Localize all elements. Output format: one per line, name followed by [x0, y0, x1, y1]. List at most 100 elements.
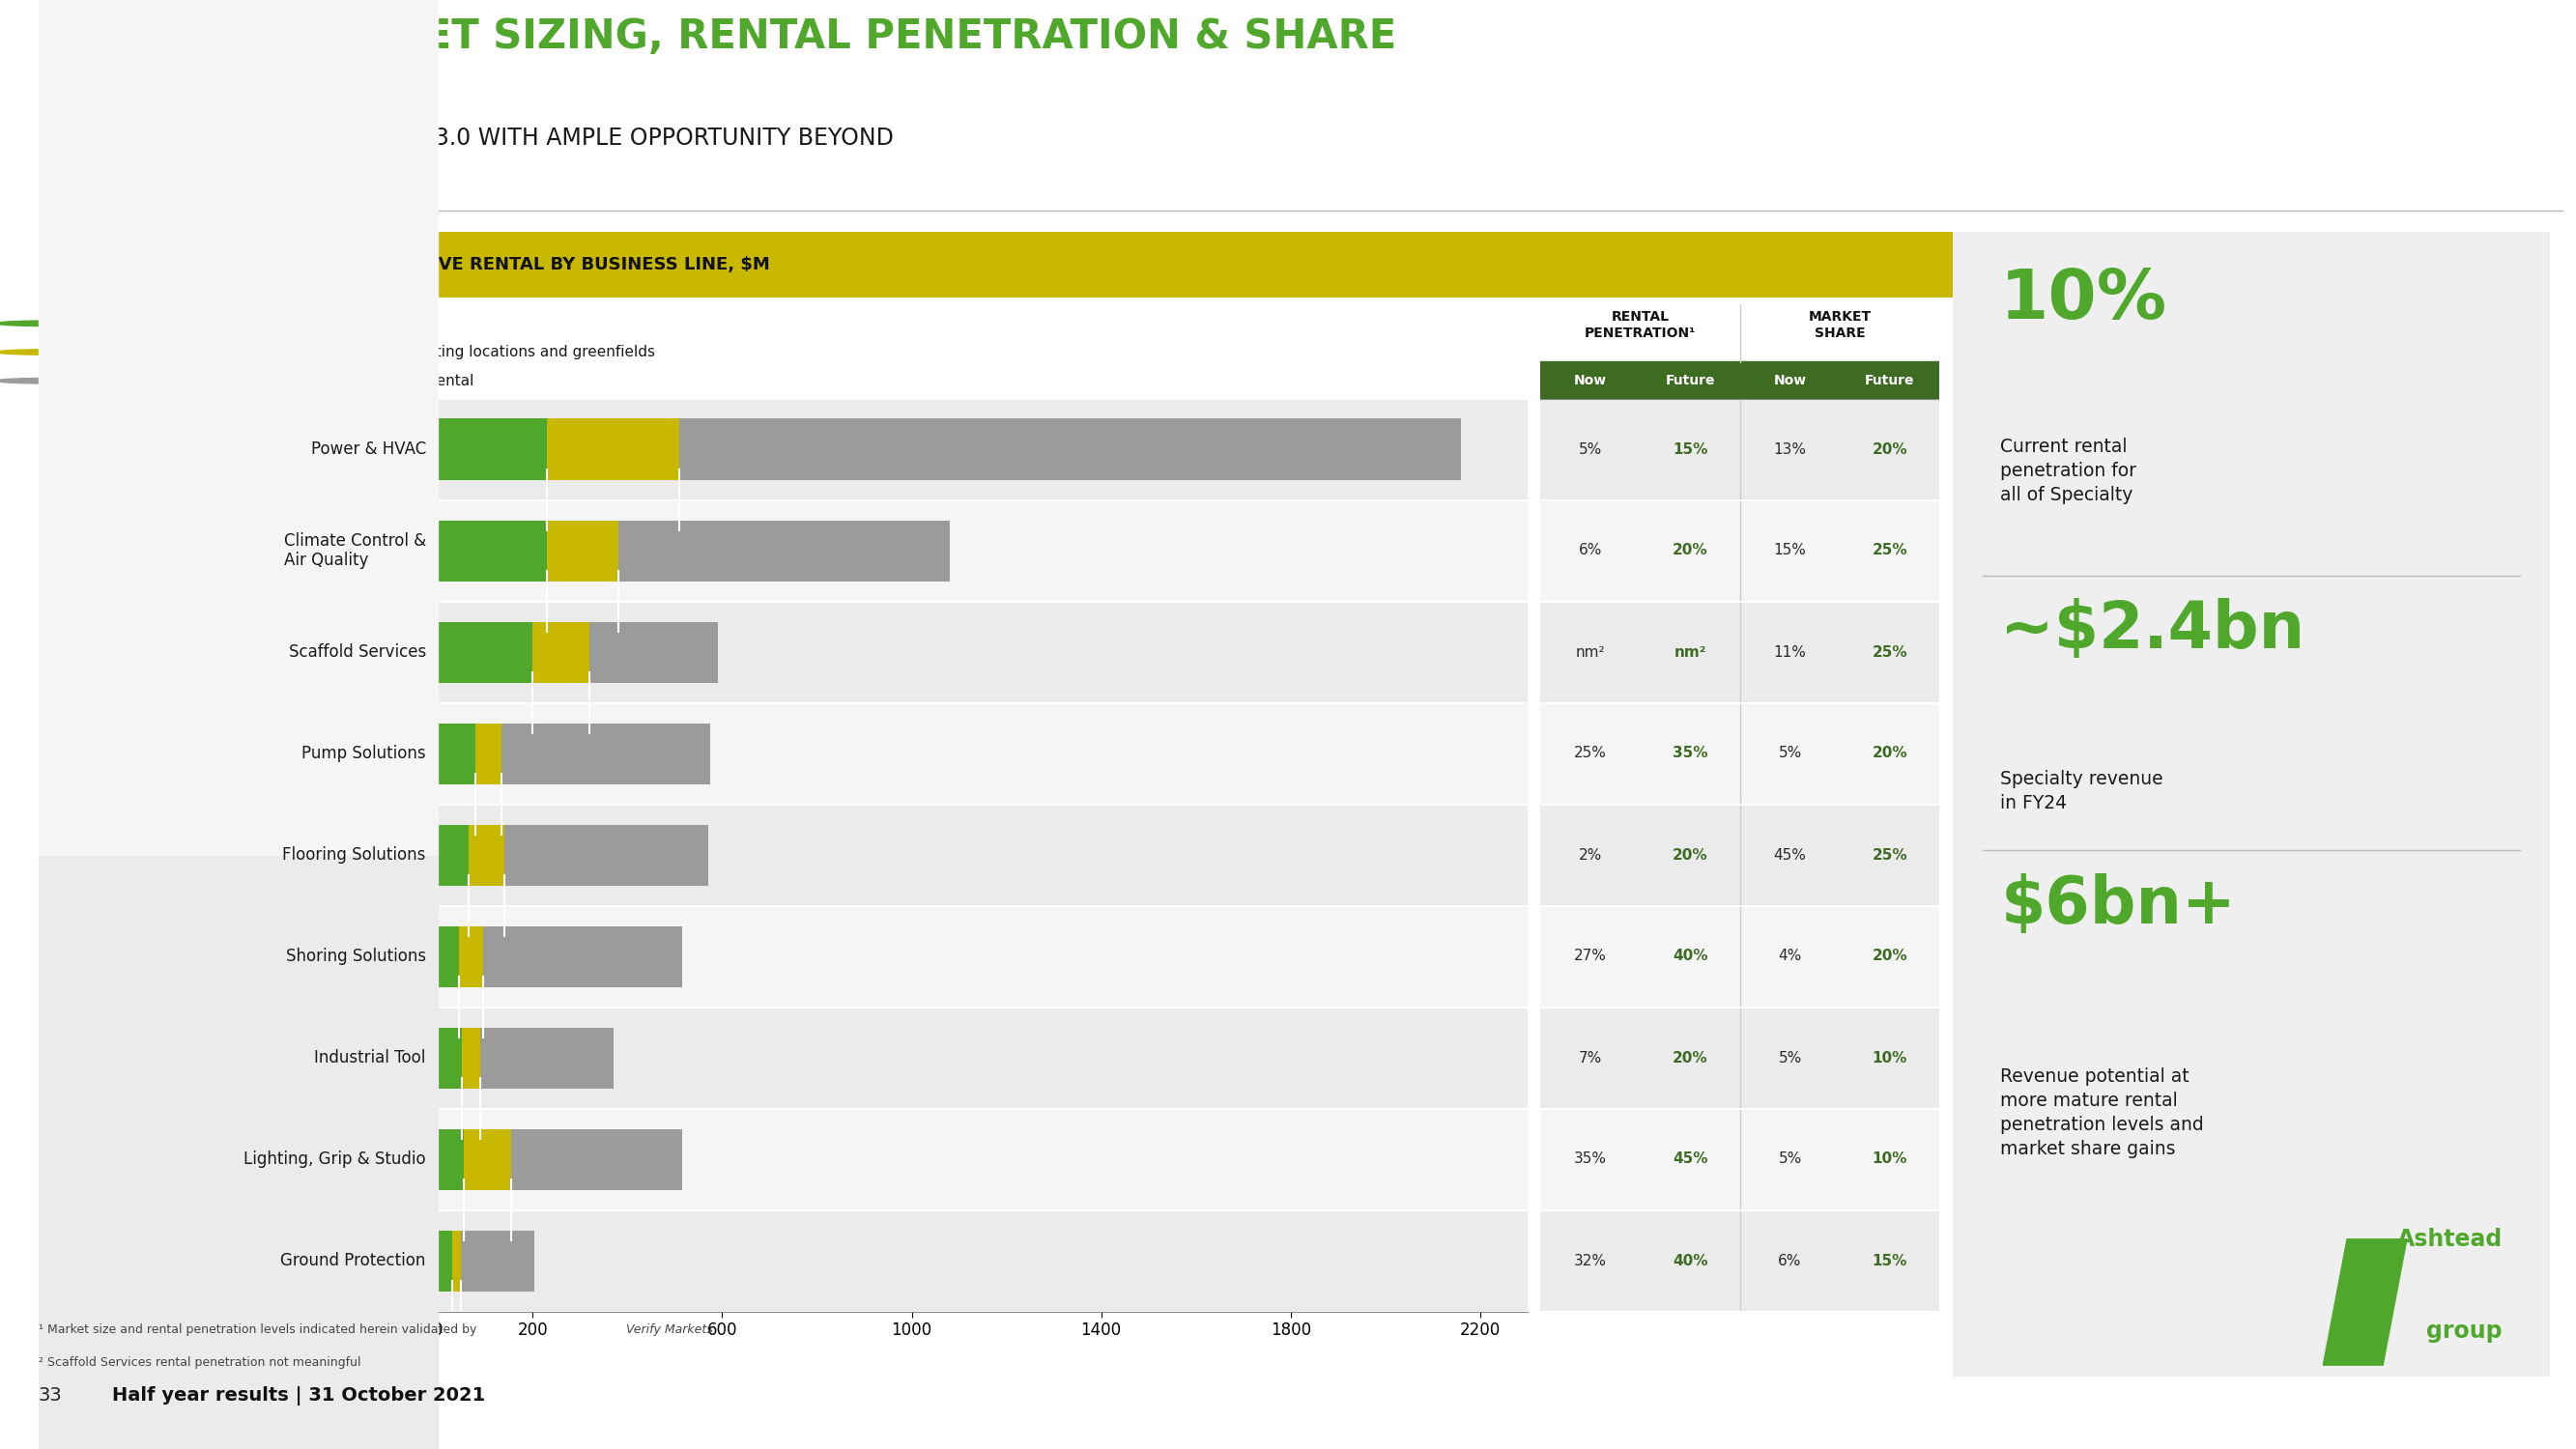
Text: 10%: 10% — [2002, 267, 2166, 333]
Bar — [39, 0, 438, 855]
Text: 35%: 35% — [1574, 1152, 1607, 1166]
Text: CURRENT, PROJECTED AND ILLUSTRATIVE RENTAL BY BUSINESS LINE, $M: CURRENT, PROJECTED AND ILLUSTRATIVE RENT… — [62, 255, 770, 272]
Text: SPECIALTY MARKET SIZING, RENTAL PENETRATION & SHARE: SPECIALTY MARKET SIZING, RENTAL PENETRAT… — [39, 16, 1396, 57]
Bar — [438, 622, 533, 682]
Text: Shoring Solutions: Shoring Solutions — [286, 948, 425, 965]
Text: 5%: 5% — [1777, 746, 1801, 761]
Text: Scaffold Services: Scaffold Services — [289, 643, 425, 661]
Bar — [438, 1129, 464, 1190]
Text: Ashtead: Ashtead — [2396, 1227, 2501, 1250]
Text: 35%: 35% — [1672, 746, 1708, 761]
Bar — [438, 906, 1528, 1007]
Circle shape — [0, 378, 116, 384]
Text: 20%: 20% — [1873, 949, 1906, 964]
Bar — [546, 419, 680, 480]
Text: Now: Now — [1772, 374, 1806, 387]
Text: 25%: 25% — [1873, 645, 1906, 659]
Bar — [482, 926, 683, 987]
Bar — [1540, 304, 1940, 362]
Bar — [438, 804, 1528, 906]
Text: 7%: 7% — [1579, 1051, 1602, 1065]
Text: 10%: 10% — [1873, 1051, 1906, 1065]
Text: Verify Markets: Verify Markets — [626, 1324, 714, 1336]
Bar — [1540, 398, 1940, 500]
Text: 40%: 40% — [1672, 1253, 1708, 1268]
Bar — [438, 703, 1528, 804]
Text: Flooring Solutions: Flooring Solutions — [283, 846, 425, 864]
Bar — [482, 1027, 613, 1088]
Text: 25%: 25% — [1873, 848, 1906, 862]
Text: Half year results | 31 October 2021: Half year results | 31 October 2021 — [113, 1385, 484, 1406]
Bar — [438, 1108, 1528, 1210]
Bar — [438, 500, 1528, 601]
Bar — [1540, 361, 1940, 398]
Text: 6%: 6% — [1579, 543, 1602, 558]
Bar — [1540, 1007, 1940, 1108]
Text: Revenue potential at
more mature rental
penetration levels and
market share gain: Revenue potential at more mature rental … — [2002, 1068, 2205, 1158]
Text: 5%: 5% — [1579, 442, 1602, 456]
Text: Industrial Tool: Industrial Tool — [314, 1049, 425, 1066]
Circle shape — [0, 349, 116, 355]
Text: ² Scaffold Services rental penetration not meaningful: ² Scaffold Services rental penetration n… — [39, 1356, 361, 1369]
Bar — [438, 723, 477, 784]
Text: Climate Control &
Air Quality: Climate Control & Air Quality — [283, 532, 425, 569]
Text: 15%: 15% — [1672, 442, 1708, 456]
Text: 4%: 4% — [1777, 949, 1801, 964]
Text: 20%: 20% — [1672, 1051, 1708, 1065]
Bar — [477, 723, 502, 784]
Text: Power & HVAC: Power & HVAC — [312, 440, 425, 458]
Text: FY21 total rental: FY21 total rental — [85, 316, 206, 330]
Text: Current rental
penetration for
all of Specialty: Current rental penetration for all of Sp… — [2002, 438, 2136, 504]
Text: 20%: 20% — [1873, 746, 1906, 761]
Text: 15%: 15% — [1873, 1253, 1906, 1268]
Bar — [1540, 500, 1940, 601]
Text: 11%: 11% — [1775, 645, 1806, 659]
Text: 32%: 32% — [1574, 1253, 1607, 1268]
Text: 15%: 15% — [1775, 543, 1806, 558]
Text: 13%: 13% — [1772, 442, 1806, 456]
Text: Lighting, Grip & Studio: Lighting, Grip & Studio — [245, 1151, 425, 1168]
Text: Future: Future — [1865, 374, 1914, 387]
Text: Now: Now — [1574, 374, 1607, 387]
Text: 25%: 25% — [1574, 746, 1607, 761]
Bar — [533, 622, 590, 682]
Bar — [502, 723, 711, 784]
Text: 27%: 27% — [1574, 949, 1607, 964]
Text: nm²: nm² — [1674, 645, 1705, 659]
Text: group: group — [2427, 1319, 2501, 1342]
Bar — [505, 824, 708, 885]
Text: 45%: 45% — [1775, 848, 1806, 862]
Bar — [1540, 601, 1940, 703]
Bar — [453, 1230, 461, 1291]
Bar — [513, 1129, 683, 1190]
Text: REVENUE WILL GROW BY $1BN IN 3.0 WITH AMPLE OPPORTUNITY BEYOND: REVENUE WILL GROW BY $1BN IN 3.0 WITH AM… — [39, 126, 894, 149]
Bar — [680, 419, 1461, 480]
Bar — [461, 1027, 482, 1088]
Bar — [1540, 906, 1940, 1007]
Bar — [438, 1007, 1528, 1108]
Text: 5%: 5% — [1777, 1152, 1801, 1166]
Bar — [438, 1027, 461, 1088]
Bar — [438, 926, 459, 987]
Bar — [438, 1210, 1528, 1311]
Bar — [464, 1129, 513, 1190]
Bar — [438, 601, 1528, 703]
Bar — [590, 622, 719, 682]
Text: Future: Future — [1664, 374, 1716, 387]
Bar — [438, 398, 1528, 500]
Bar — [1540, 1108, 1940, 1210]
Circle shape — [0, 320, 116, 326]
Text: nm²: nm² — [1577, 645, 1605, 659]
Bar — [469, 824, 505, 885]
Bar — [1540, 1210, 1940, 1311]
Text: Incremental projected FY24 total rental via existing locations and greenfields: Incremental projected FY24 total rental … — [85, 345, 654, 359]
Bar — [618, 520, 951, 581]
Bar — [461, 1230, 533, 1291]
Text: 25%: 25% — [1873, 543, 1906, 558]
Text: Incremental illustrative Sunbelt potential total rental: Incremental illustrative Sunbelt potenti… — [85, 374, 474, 388]
Bar — [438, 824, 469, 885]
Bar — [438, 520, 546, 581]
Text: $6bn+: $6bn+ — [2002, 872, 2236, 936]
Bar — [459, 926, 482, 987]
Bar — [1540, 804, 1940, 906]
